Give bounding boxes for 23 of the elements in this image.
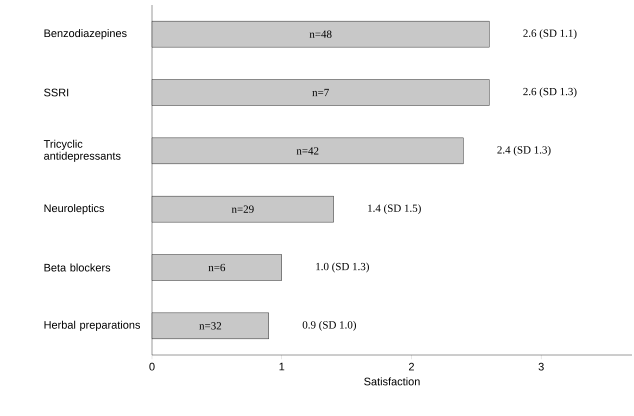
data-label: 2.6 (SD 1.3) xyxy=(523,88,577,98)
y-tick-label: Beta blockers xyxy=(44,263,110,272)
y-tick-label: Neuroleptics xyxy=(44,204,104,214)
x-tick-label: 0 xyxy=(149,362,155,371)
annotation: n=48 xyxy=(310,30,332,38)
data-label: 1.0 (SD 1.3) xyxy=(316,262,369,272)
x-axis-title: Satisfaction xyxy=(364,377,420,386)
y-tick-label: Benzodiazepines xyxy=(44,29,127,40)
data-label: 2.6 (SD 1.1) xyxy=(523,29,577,40)
x-tick-label: 2 xyxy=(408,362,414,370)
y-tick-label: Tricyclic antidepressants xyxy=(44,140,121,162)
data-label: 2.4 (SD 1.3) xyxy=(497,146,551,156)
x-tick-label: 3 xyxy=(538,362,544,371)
data-label: 0.9 (SD 1.0) xyxy=(302,320,356,331)
annotation: n=7 xyxy=(312,88,329,96)
annotation: n=29 xyxy=(232,205,254,213)
x-tick-label: 1 xyxy=(280,362,284,370)
y-tick-label: SSRI xyxy=(44,88,68,96)
annotation: n=6 xyxy=(208,264,226,272)
data-label: 1.4 (SD 1.5) xyxy=(368,204,421,214)
annotation: n=42 xyxy=(296,147,318,154)
annotation: n=32 xyxy=(199,322,222,330)
y-tick-label: Herbal preparations xyxy=(44,320,140,331)
